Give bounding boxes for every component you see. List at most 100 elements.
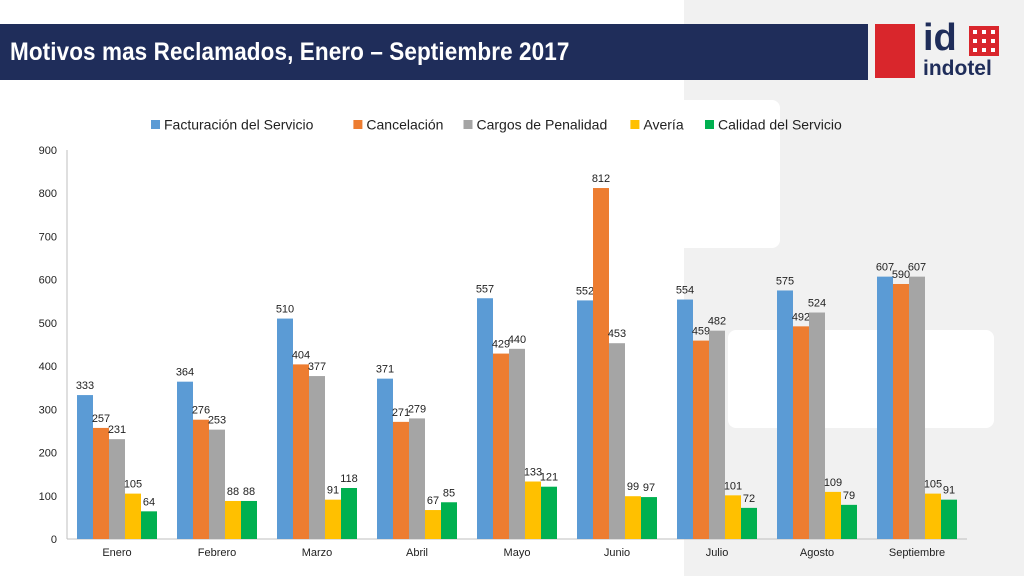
data-label: 88 [243,486,255,498]
logo-grid-icon [969,26,999,56]
title-bar: Motivos mas Reclamados, Enero – Septiemb… [0,24,868,80]
data-label: 364 [176,367,194,379]
x-tick-label: Agosto [800,547,834,559]
indotel-logo: id indotel [873,17,1013,82]
y-tick-label: 800 [39,188,57,200]
data-label: 72 [743,493,755,505]
bar [225,500,241,539]
x-tick-label: Septiembre [889,547,945,559]
bar [241,500,257,539]
x-tick-label: Mayo [504,547,531,559]
data-label: 371 [376,364,394,376]
data-label: 79 [843,490,855,502]
data-label: 333 [76,380,94,392]
slide-title: Motivos mas Reclamados, Enero – Septiemb… [10,37,570,66]
legend-label: Cargos de Penalidad [477,117,608,133]
legend-swatch [463,120,473,129]
y-tick-label: 0 [51,534,57,546]
data-label: 105 [924,479,942,491]
y-tick-label: 200 [39,448,57,460]
bar [909,276,925,539]
x-tick-label: Enero [102,547,131,559]
bar [593,188,609,539]
bar [741,507,757,539]
data-label: 404 [292,349,310,361]
data-label: 105 [124,479,142,491]
bar [677,299,693,539]
bar [77,395,93,539]
bar [377,378,393,539]
bar [341,487,357,539]
bar [777,290,793,539]
y-tick-label: 100 [39,491,57,503]
data-label: 85 [443,487,455,499]
logo-wordmark: indotel [923,57,992,80]
data-label: 279 [408,403,426,415]
x-tick-label: Marzo [302,547,333,559]
bar [477,298,493,539]
bar [325,499,341,539]
legend-label: Calidad del Servicio [718,117,842,133]
background-card [728,330,994,428]
bar [209,429,225,539]
bar [493,353,509,539]
data-label: 607 [908,262,926,274]
data-label: 590 [892,269,910,281]
data-label: 377 [308,361,326,373]
data-label: 257 [92,413,110,425]
data-label: 101 [724,480,742,492]
logo-mark: id [923,17,957,59]
legend-label: Cancelación [366,117,443,133]
data-label: 109 [824,477,842,489]
data-label: 231 [108,424,126,436]
logo-red-block [875,24,915,78]
bar [177,381,193,539]
background-panel [684,0,1024,576]
bar [293,364,309,539]
bar [141,511,157,539]
bar [941,499,957,539]
bar [709,330,725,539]
data-label: 118 [340,473,358,485]
legend-label: Facturación del Servicio [164,117,314,133]
x-tick-label: Abril [406,547,428,559]
bar [693,340,709,539]
bar [825,491,841,539]
data-label: 459 [692,326,710,338]
y-tick-label: 400 [39,361,57,373]
data-label: 121 [540,472,558,484]
bar [277,318,293,539]
bar [893,283,909,539]
data-label: 492 [792,311,810,323]
y-tick-label: 900 [39,145,57,157]
bar [877,276,893,539]
data-label: 482 [708,316,726,328]
data-label: 429 [492,339,510,351]
bar [725,495,741,539]
data-label: 607 [876,262,894,274]
bar [841,504,857,539]
bar [425,510,441,539]
bar [193,419,209,539]
legend-swatch [353,120,363,129]
data-label: 440 [508,334,526,346]
legend-label: Avería [643,117,683,133]
bar [409,418,425,539]
bar [525,481,541,539]
legend-swatch [705,120,714,129]
data-label: 276 [192,405,210,417]
legend-swatch [151,120,160,129]
data-label: 99 [627,481,639,493]
y-tick-label: 600 [39,275,57,287]
bar [109,439,125,539]
bar [625,496,641,539]
bar [925,493,941,539]
x-tick-label: Junio [604,547,630,559]
data-label: 557 [476,283,494,295]
y-tick-label: 700 [39,231,57,243]
data-label: 64 [143,496,155,508]
data-label: 575 [776,275,794,287]
bar [393,421,409,539]
data-label: 97 [643,482,655,494]
